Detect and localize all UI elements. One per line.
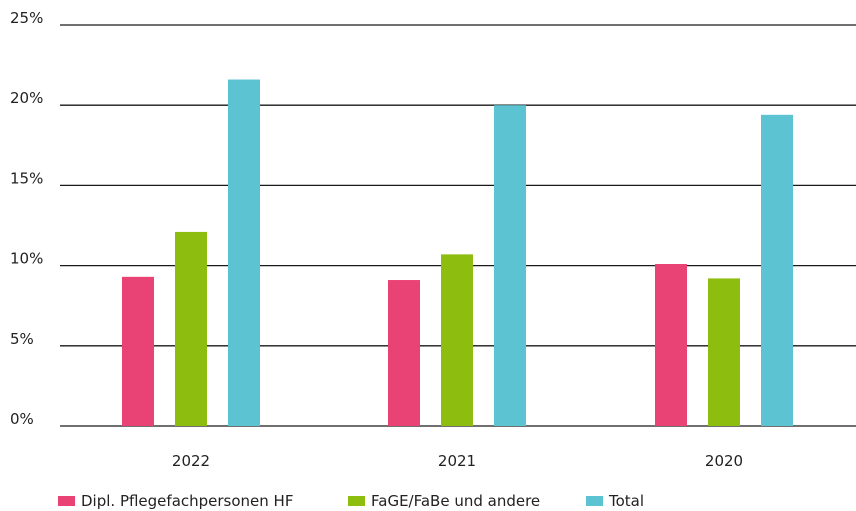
bar <box>228 79 260 426</box>
bar <box>441 254 473 426</box>
bar <box>655 263 687 426</box>
legend-item: FaGE/FaBe und andere <box>348 492 540 510</box>
y-tick-label: 5% <box>10 330 34 348</box>
y-tick-label: 10% <box>10 250 43 268</box>
bar <box>761 114 793 426</box>
x-category-label: 2022 <box>172 452 210 470</box>
legend-swatch <box>58 496 75 506</box>
x-axis-category-labels: 2022 2021 2020 <box>172 452 743 470</box>
y-axis-tick-labels: 0% 5% 10% 15% 20% 25% <box>10 9 43 428</box>
bar <box>708 278 740 426</box>
x-category-label: 2020 <box>705 452 743 470</box>
legend-label: Dipl. Pflegefachpersonen HF <box>81 492 293 510</box>
y-tick-label: 15% <box>10 169 43 187</box>
bar <box>122 276 154 426</box>
y-tick-label: 0% <box>10 410 34 428</box>
bar <box>175 231 207 426</box>
x-category-label: 2021 <box>438 452 476 470</box>
bars <box>122 79 793 426</box>
legend-label: FaGE/FaBe und andere <box>371 492 540 510</box>
legend: Dipl. Pflegefachpersonen HF FaGE/FaBe und… <box>58 492 644 510</box>
legend-swatch <box>348 496 365 506</box>
bar <box>388 280 420 426</box>
legend-label: Total <box>608 492 644 510</box>
legend-item: Dipl. Pflegefachpersonen HF <box>58 492 293 510</box>
y-tick-label: 25% <box>10 9 43 27</box>
y-tick-label: 20% <box>10 89 43 107</box>
legend-item: Total <box>586 492 644 510</box>
bar <box>494 105 526 426</box>
legend-swatch <box>586 496 603 506</box>
